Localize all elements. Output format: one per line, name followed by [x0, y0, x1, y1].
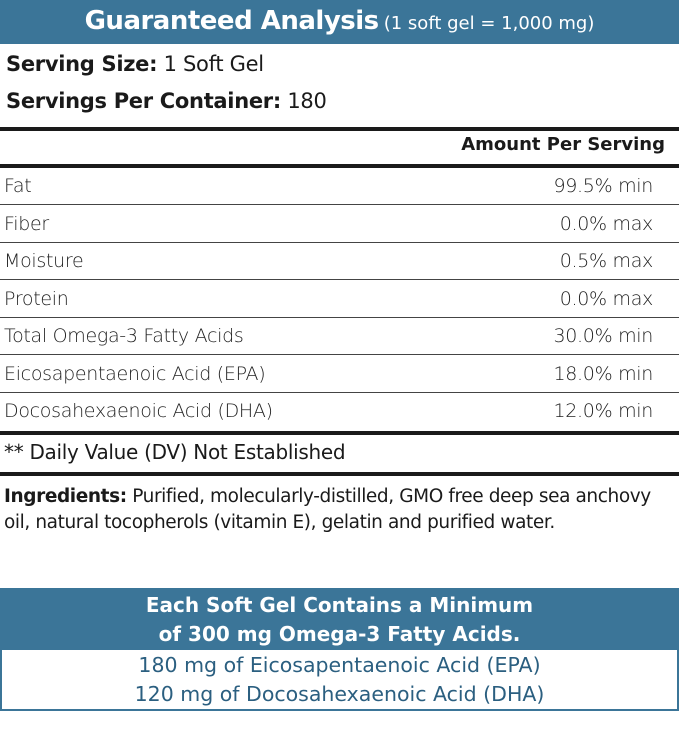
- table-row: Fat 99.5% min: [0, 168, 679, 204]
- row-value: 30.0% min: [553, 325, 653, 347]
- table-row: Eicosapentaenoic Acid (EPA) 18.0% min: [0, 356, 679, 392]
- row-divider: [0, 316, 679, 318]
- row-divider: [0, 204, 679, 205]
- callout-detail-epa: 180 mg of Eicosapentaenoic Acid (EPA): [138, 653, 541, 677]
- callout-detail-dha: 120 mg of Docosahexaenoic Acid (DHA): [134, 682, 545, 706]
- header-band: Guaranteed Analysis (1 soft gel = 1,000 …: [0, 0, 679, 44]
- column-header: Amount Per Serving: [461, 134, 665, 155]
- row-value: 0.0% max: [559, 212, 654, 235]
- serving-size: Serving Size: 1 Soft Gel: [6, 52, 264, 76]
- ingredients: Ingredients: Purified, molecularly-disti…: [4, 484, 674, 536]
- row-value: 12.0% min: [553, 400, 653, 422]
- table-row: Fiber 0.0% max: [0, 206, 679, 242]
- divider: [0, 472, 679, 476]
- callout-header: Each Soft Gel Contains a Minimum of 300 …: [0, 588, 679, 650]
- row-name: Moisture: [4, 250, 84, 272]
- subtitle: (1 soft gel = 1,000 mg): [383, 13, 595, 34]
- row-name: Fat: [4, 175, 32, 197]
- row-name: Eicosapentaenoic Acid (EPA): [4, 362, 266, 385]
- callout-details: 180 mg of Eicosapentaenoic Acid (EPA) 12…: [0, 650, 679, 711]
- table-row: Docosahexaenoic Acid (DHA) 12.0% min: [0, 393, 679, 429]
- serving-size-label: Serving Size:: [6, 52, 158, 76]
- row-name: Protein: [4, 287, 69, 310]
- divider: [0, 127, 679, 131]
- servings-per-container-label: Servings Per Container:: [6, 89, 281, 113]
- row-divider: [0, 241, 679, 243]
- callout-line1: Each Soft Gel Contains a Minimum: [145, 593, 534, 617]
- row-divider: [0, 354, 679, 355]
- row-divider: [0, 391, 679, 393]
- table-row: Moisture 0.5% max: [0, 243, 679, 279]
- row-value: 0.5% max: [559, 250, 654, 272]
- row-name: Docosahexaenoic Acid (DHA): [4, 400, 273, 422]
- divider: [0, 431, 679, 435]
- serving-size-value: 1 Soft Gel: [163, 52, 264, 76]
- title: Guaranteed Analysis: [84, 6, 380, 36]
- callout-line2: of 300 mg Omega-3 Fatty Acids.: [158, 622, 521, 646]
- ingredients-label: Ingredients:: [4, 486, 127, 507]
- row-divider: [0, 279, 679, 280]
- table-row: Protein 0.0% max: [0, 281, 679, 317]
- row-name: Fiber: [4, 212, 49, 235]
- servings-per-container-value: 180: [287, 89, 327, 113]
- row-name: Total Omega-3 Fatty Acids: [4, 325, 244, 347]
- footnote: ** Daily Value (DV) Not Established: [4, 440, 346, 464]
- row-value: 18.0% min: [553, 362, 653, 385]
- table-row: Total Omega-3 Fatty Acids 30.0% min: [0, 318, 679, 354]
- servings-per-container: Servings Per Container: 180: [6, 89, 327, 113]
- row-value: 0.0% max: [559, 287, 654, 310]
- divider: [0, 164, 679, 168]
- row-value: 99.5% min: [553, 175, 653, 197]
- ingredients-text: Purified, molecularly-distilled, GMO fre…: [4, 486, 651, 533]
